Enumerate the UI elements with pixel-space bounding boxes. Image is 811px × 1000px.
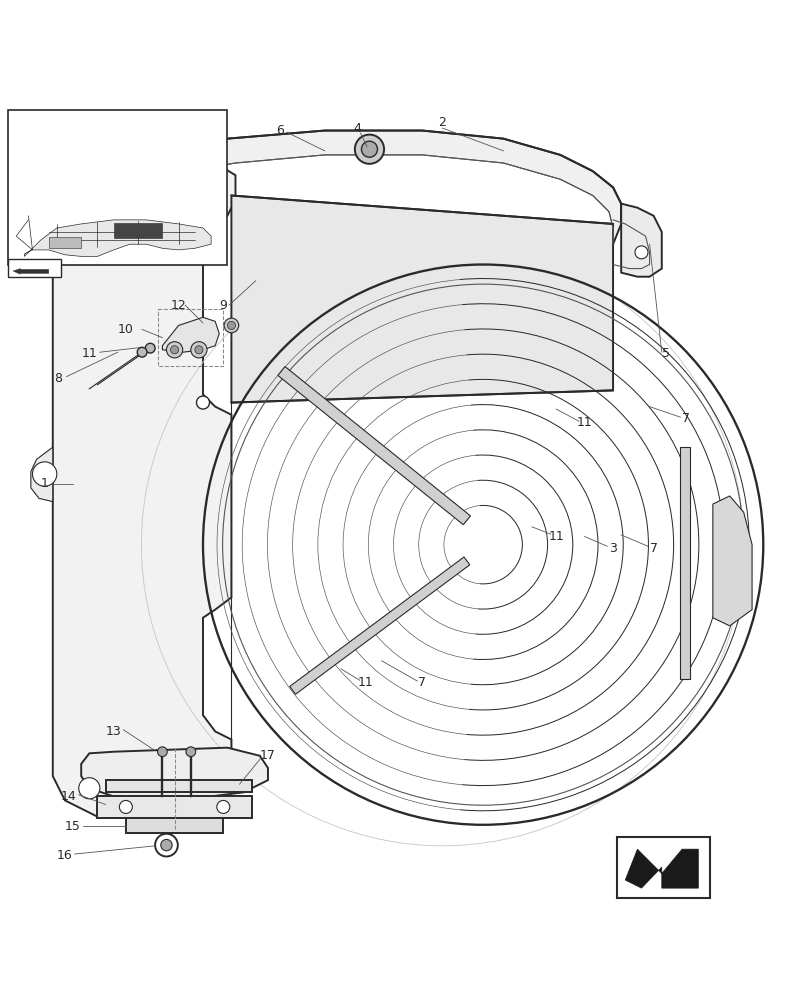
Circle shape — [155, 834, 178, 856]
Text: 17: 17 — [260, 749, 276, 762]
Text: 2: 2 — [438, 116, 446, 129]
Text: 14: 14 — [61, 790, 77, 803]
Polygon shape — [24, 220, 211, 256]
Text: 7: 7 — [649, 542, 657, 555]
Text: 13: 13 — [105, 725, 122, 738]
Circle shape — [195, 346, 203, 354]
Circle shape — [170, 346, 178, 354]
Polygon shape — [620, 204, 661, 277]
Polygon shape — [81, 748, 268, 796]
Text: 15: 15 — [65, 820, 81, 833]
Circle shape — [196, 396, 209, 409]
Polygon shape — [679, 447, 689, 679]
Circle shape — [166, 342, 182, 358]
Text: 5: 5 — [661, 347, 669, 360]
Bar — [49, 237, 81, 248]
Circle shape — [137, 347, 147, 357]
Polygon shape — [31, 447, 53, 502]
Polygon shape — [126, 818, 223, 833]
Polygon shape — [97, 796, 251, 818]
Polygon shape — [13, 269, 49, 274]
Polygon shape — [712, 496, 751, 626]
Bar — [8, 259, 61, 277]
Circle shape — [354, 135, 384, 164]
Text: 1: 1 — [41, 477, 49, 490]
Bar — [8, 110, 227, 265]
Circle shape — [634, 246, 647, 259]
Circle shape — [217, 800, 230, 813]
Circle shape — [157, 747, 167, 757]
Polygon shape — [73, 131, 620, 244]
Text: 9: 9 — [219, 299, 227, 312]
Circle shape — [79, 778, 100, 799]
Polygon shape — [277, 367, 470, 525]
Text: 8: 8 — [54, 372, 62, 385]
Circle shape — [227, 321, 235, 329]
Text: 16: 16 — [57, 849, 73, 862]
Text: 11: 11 — [357, 676, 373, 689]
Text: 6: 6 — [276, 124, 284, 137]
Polygon shape — [290, 557, 470, 694]
Text: 7: 7 — [418, 676, 426, 689]
Polygon shape — [105, 780, 251, 792]
Circle shape — [32, 462, 57, 486]
Polygon shape — [162, 317, 219, 352]
Circle shape — [119, 800, 132, 813]
Text: 10: 10 — [118, 323, 134, 336]
Circle shape — [191, 342, 207, 358]
Text: 7: 7 — [681, 412, 689, 425]
Text: 4: 4 — [353, 122, 361, 135]
Circle shape — [224, 318, 238, 333]
Circle shape — [145, 343, 155, 353]
Text: 11: 11 — [81, 347, 97, 360]
Polygon shape — [624, 849, 697, 888]
Text: 11: 11 — [576, 416, 592, 429]
Polygon shape — [53, 159, 235, 817]
Bar — [114, 223, 162, 238]
Bar — [616, 837, 710, 898]
Text: 3: 3 — [608, 542, 616, 555]
Circle shape — [161, 839, 172, 851]
Circle shape — [186, 747, 195, 757]
Polygon shape — [231, 196, 612, 403]
Text: 11: 11 — [547, 530, 564, 543]
Text: 12: 12 — [170, 299, 187, 312]
Circle shape — [361, 141, 377, 157]
